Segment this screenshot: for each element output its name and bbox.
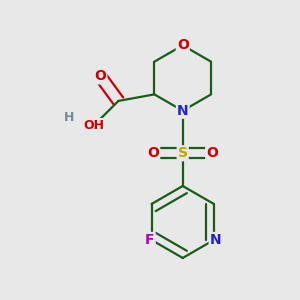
Text: H: H xyxy=(64,111,74,124)
Text: O: O xyxy=(206,146,218,160)
Text: N: N xyxy=(210,233,221,247)
Text: S: S xyxy=(178,146,188,160)
Text: O: O xyxy=(94,69,106,83)
Text: N: N xyxy=(177,104,188,118)
Text: OH: OH xyxy=(83,119,104,132)
Text: O: O xyxy=(177,38,189,52)
Text: F: F xyxy=(145,233,155,247)
Text: O: O xyxy=(147,146,159,160)
